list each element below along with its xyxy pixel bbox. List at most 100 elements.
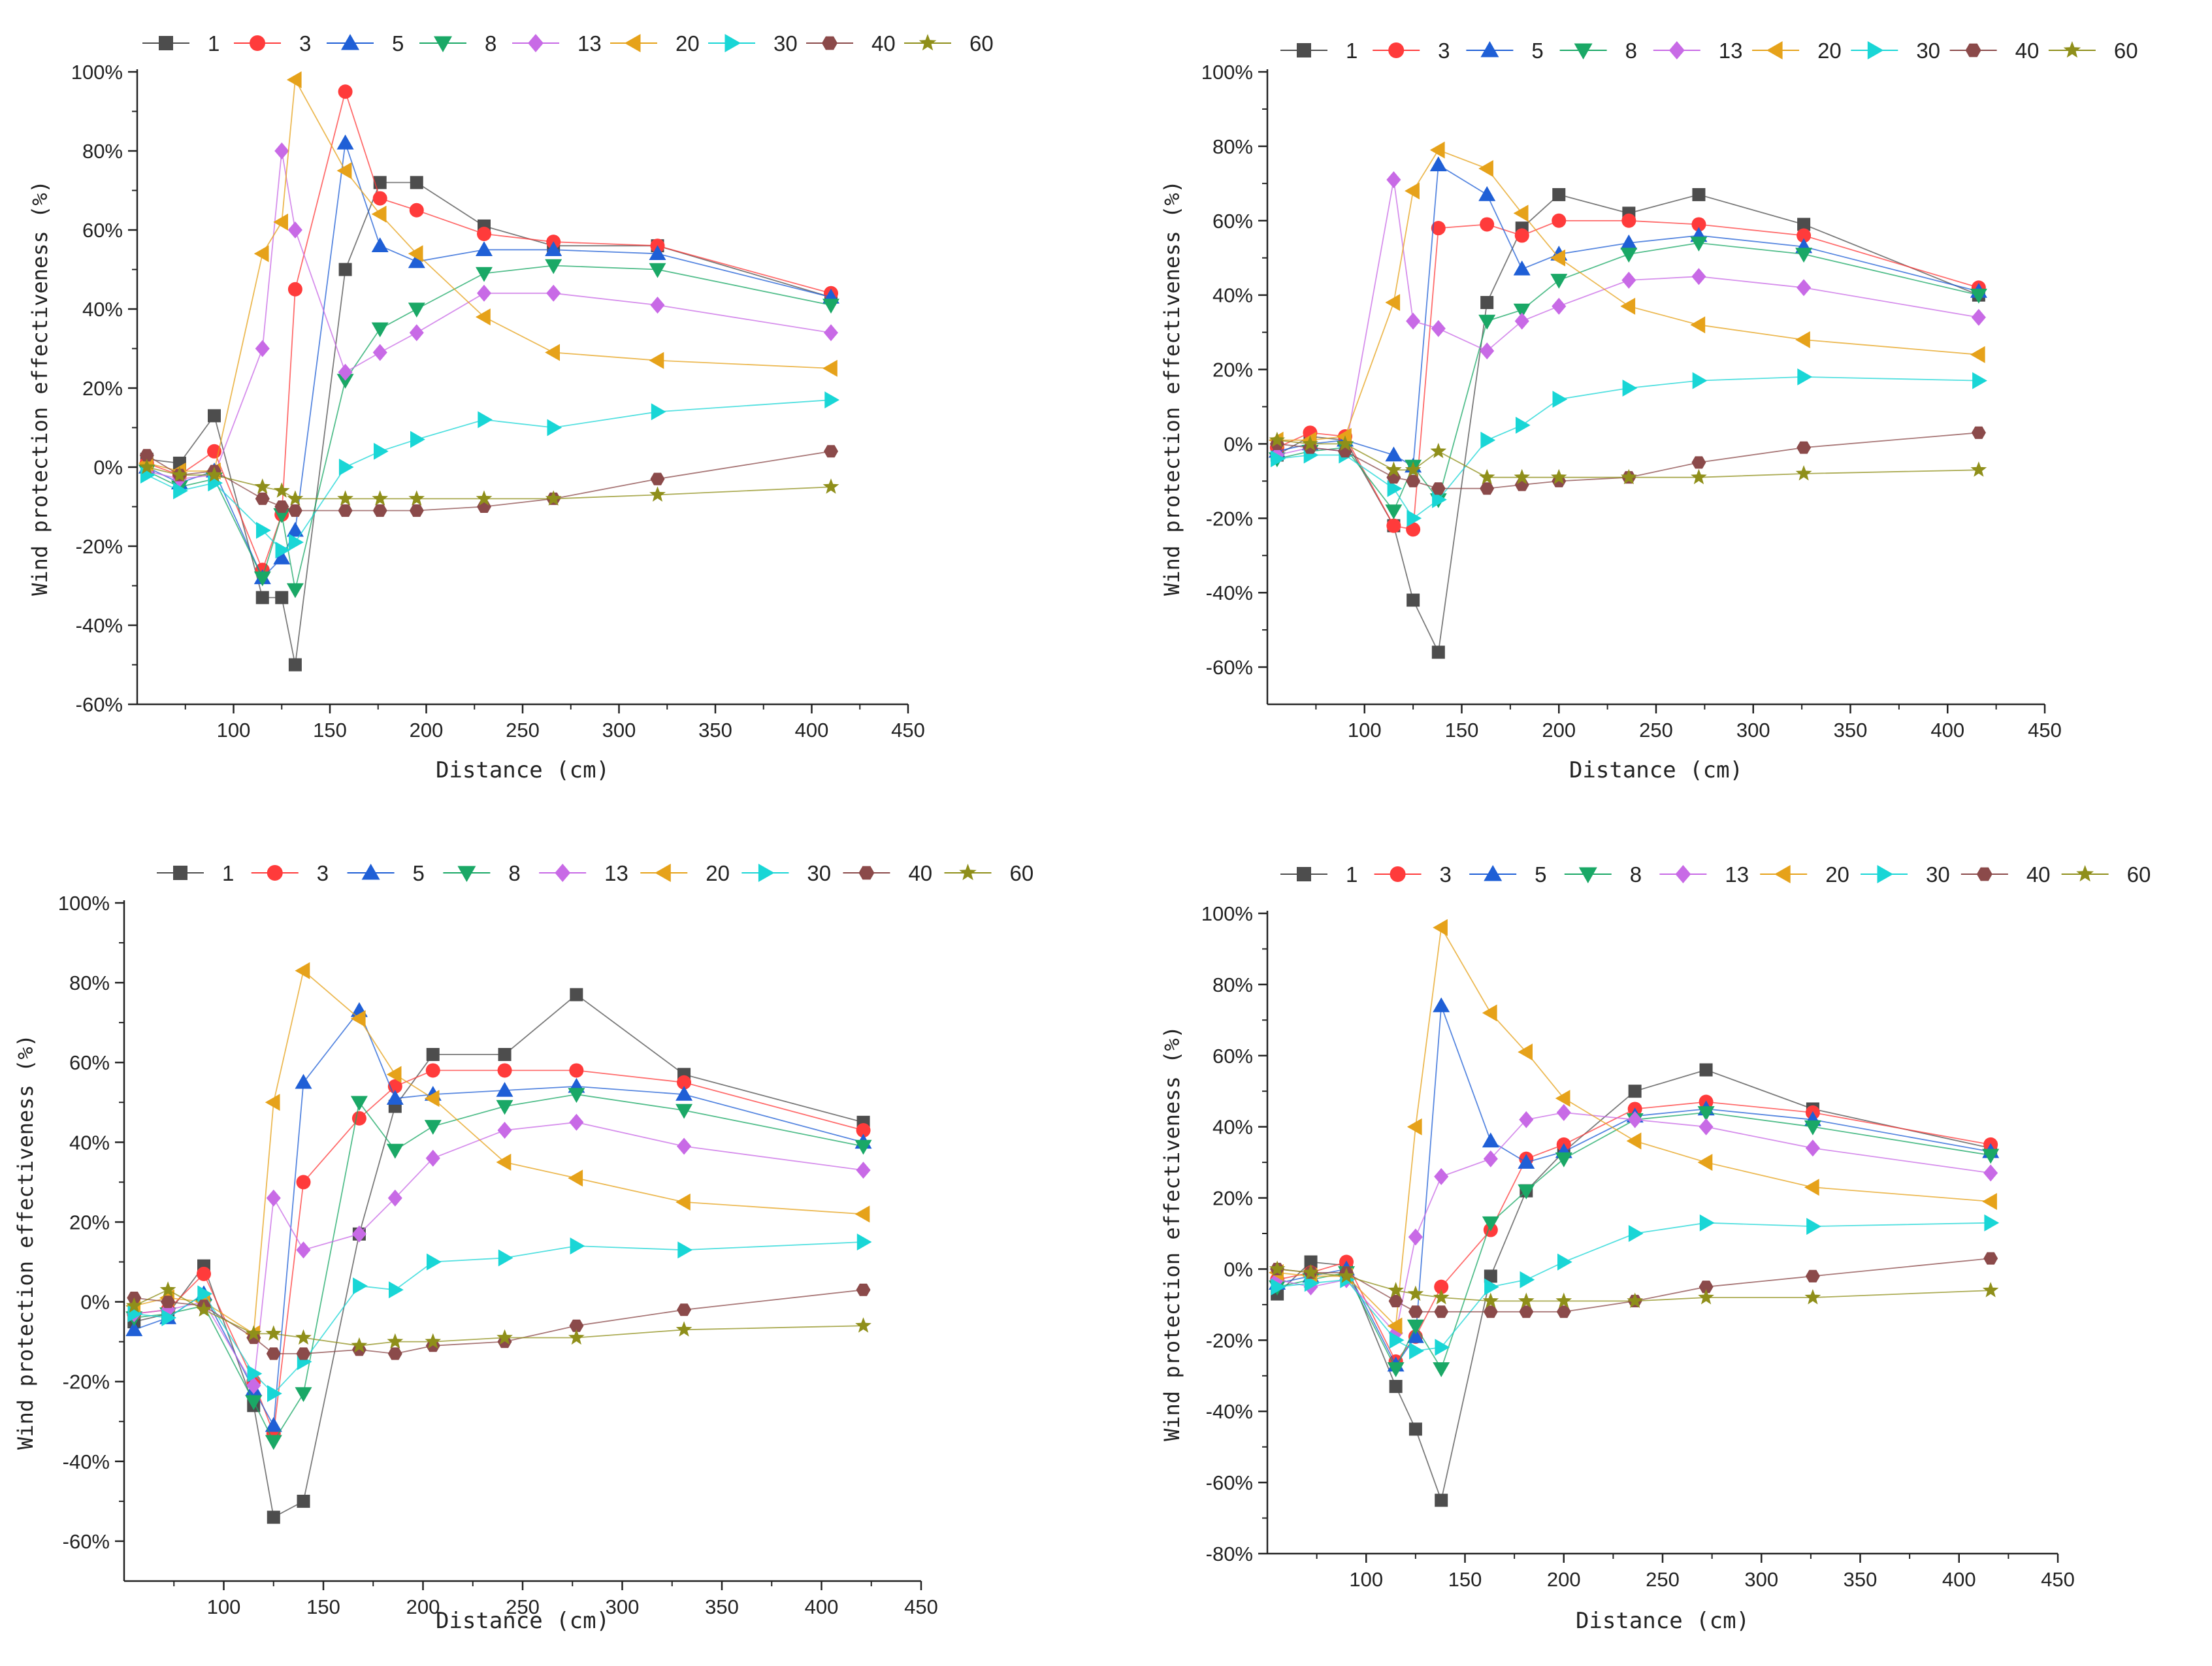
- data-point-13: [546, 284, 561, 302]
- data-point-30: [1432, 491, 1447, 508]
- data-point-8: [1982, 1149, 2000, 1164]
- series-line-20: [1277, 149, 1979, 441]
- data-point-60: [675, 1321, 692, 1337]
- data-point-3: [197, 1266, 211, 1281]
- data-point-60: [1478, 468, 1495, 485]
- legend-marker-20: [1774, 865, 1791, 883]
- data-point-8: [854, 1139, 872, 1155]
- data-point-5: [273, 549, 291, 564]
- y-tick-label: 100%: [71, 61, 123, 84]
- data-point-8: [408, 302, 425, 318]
- y-tick-label: 80%: [69, 972, 110, 994]
- x-tick-label: 350: [1844, 1568, 1878, 1591]
- data-point-40: [1434, 1305, 1449, 1318]
- data-point-5: [295, 1073, 312, 1089]
- data-point-1: [297, 1494, 310, 1508]
- data-point-60: [1386, 461, 1402, 477]
- data-point-1: [338, 263, 352, 276]
- data-point-20: [1387, 1317, 1403, 1335]
- legend-marker-30: [1867, 41, 1884, 59]
- data-point-40: [1691, 456, 1706, 469]
- data-point-5: [408, 253, 425, 269]
- legend-item-3: 3: [1373, 39, 1450, 63]
- data-point-30: [856, 1233, 872, 1250]
- data-point-30: [1557, 1253, 1572, 1271]
- data-point-40: [387, 1347, 402, 1360]
- data-point-5: [1407, 1328, 1424, 1343]
- data-point-30: [353, 1277, 368, 1295]
- data-point-3: [1480, 217, 1495, 232]
- data-point-1: [1628, 1085, 1642, 1098]
- legend-label: 20: [1825, 862, 1849, 887]
- data-point-30: [338, 459, 354, 476]
- data-point-13: [650, 297, 665, 314]
- y-tick-label: 100%: [1201, 61, 1253, 84]
- data-point-20: [1407, 1118, 1422, 1135]
- legend-label: 5: [1535, 862, 1546, 887]
- data-point-5: [1433, 997, 1450, 1013]
- series-8: [1269, 1106, 2000, 1377]
- data-point-1: [275, 591, 289, 604]
- series-30: [127, 1233, 872, 1402]
- data-point-20: [371, 205, 387, 223]
- data-point-20: [1970, 346, 1985, 363]
- data-point-40: [1388, 1294, 1403, 1307]
- data-point-8: [1804, 1120, 1821, 1135]
- data-point-13: [1699, 1118, 1714, 1135]
- legend-marker-3: [250, 35, 265, 51]
- data-point-8: [1482, 1216, 1499, 1232]
- legend-label: 8: [485, 31, 496, 56]
- legend-marker-40: [822, 36, 838, 50]
- data-point-5: [1385, 446, 1403, 462]
- x-tick-label: 450: [2041, 1568, 2075, 1591]
- legend-item-1: 1: [1280, 39, 1358, 63]
- series-60: [138, 459, 839, 506]
- data-point-8: [545, 259, 562, 274]
- data-point-8: [496, 1100, 513, 1115]
- data-point-30: [1516, 416, 1531, 434]
- data-point-60: [1550, 468, 1567, 485]
- data-point-60: [125, 1297, 142, 1313]
- x-tick-label: 150: [313, 719, 347, 742]
- x-tick-label: 450: [904, 1595, 938, 1618]
- y-axis-title: Wind protection effectiveness (%): [13, 1034, 38, 1450]
- data-point-30: [1389, 1331, 1405, 1349]
- y-tick-label: 40%: [1212, 1116, 1253, 1139]
- data-point-60: [1627, 1292, 1643, 1308]
- data-point-3: [296, 1175, 311, 1190]
- data-point-8: [1620, 248, 1638, 263]
- data-point-30: [1271, 450, 1286, 468]
- series-60: [1269, 1260, 1999, 1308]
- data-point-1: [255, 591, 269, 604]
- data-point-20: [1620, 297, 1636, 315]
- legend-item-3: 3: [251, 861, 329, 885]
- data-point-30: [547, 419, 562, 436]
- data-point-3: [477, 227, 491, 242]
- data-point-40: [1805, 1269, 1820, 1282]
- x-tick-label: 250: [1646, 1568, 1680, 1591]
- data-point-8: [1690, 237, 1708, 252]
- data-point-20: [386, 1066, 402, 1083]
- series-line-30: [1277, 376, 1979, 519]
- x-tick-label: 250: [1639, 719, 1673, 742]
- y-tick-label: -60%: [76, 693, 123, 716]
- data-point-20: [1626, 1132, 1642, 1150]
- legend-marker-13: [1675, 865, 1691, 883]
- data-point-20: [424, 1090, 440, 1107]
- data-point-8: [675, 1103, 693, 1119]
- legend-item-5: 5: [1469, 862, 1547, 887]
- data-point-60: [1269, 1260, 1286, 1276]
- chart-panel-3: 100 150 200 250 300 350 400 450 -60% -40% -20% 0% 20…: [13, 861, 1033, 1634]
- legend-label: 40: [2015, 39, 2040, 63]
- legend-marker-30: [724, 34, 741, 52]
- data-point-60: [1338, 1267, 1355, 1283]
- legend-item-40: 40: [1960, 862, 2051, 887]
- legend-marker-8: [434, 36, 452, 52]
- data-point-20: [675, 1193, 691, 1211]
- legend-label: 1: [1346, 862, 1358, 887]
- legend-item-30: 30: [1861, 862, 1950, 887]
- data-point-30: [1480, 431, 1496, 449]
- data-point-60: [425, 1333, 442, 1349]
- data-point-60: [1303, 1264, 1319, 1280]
